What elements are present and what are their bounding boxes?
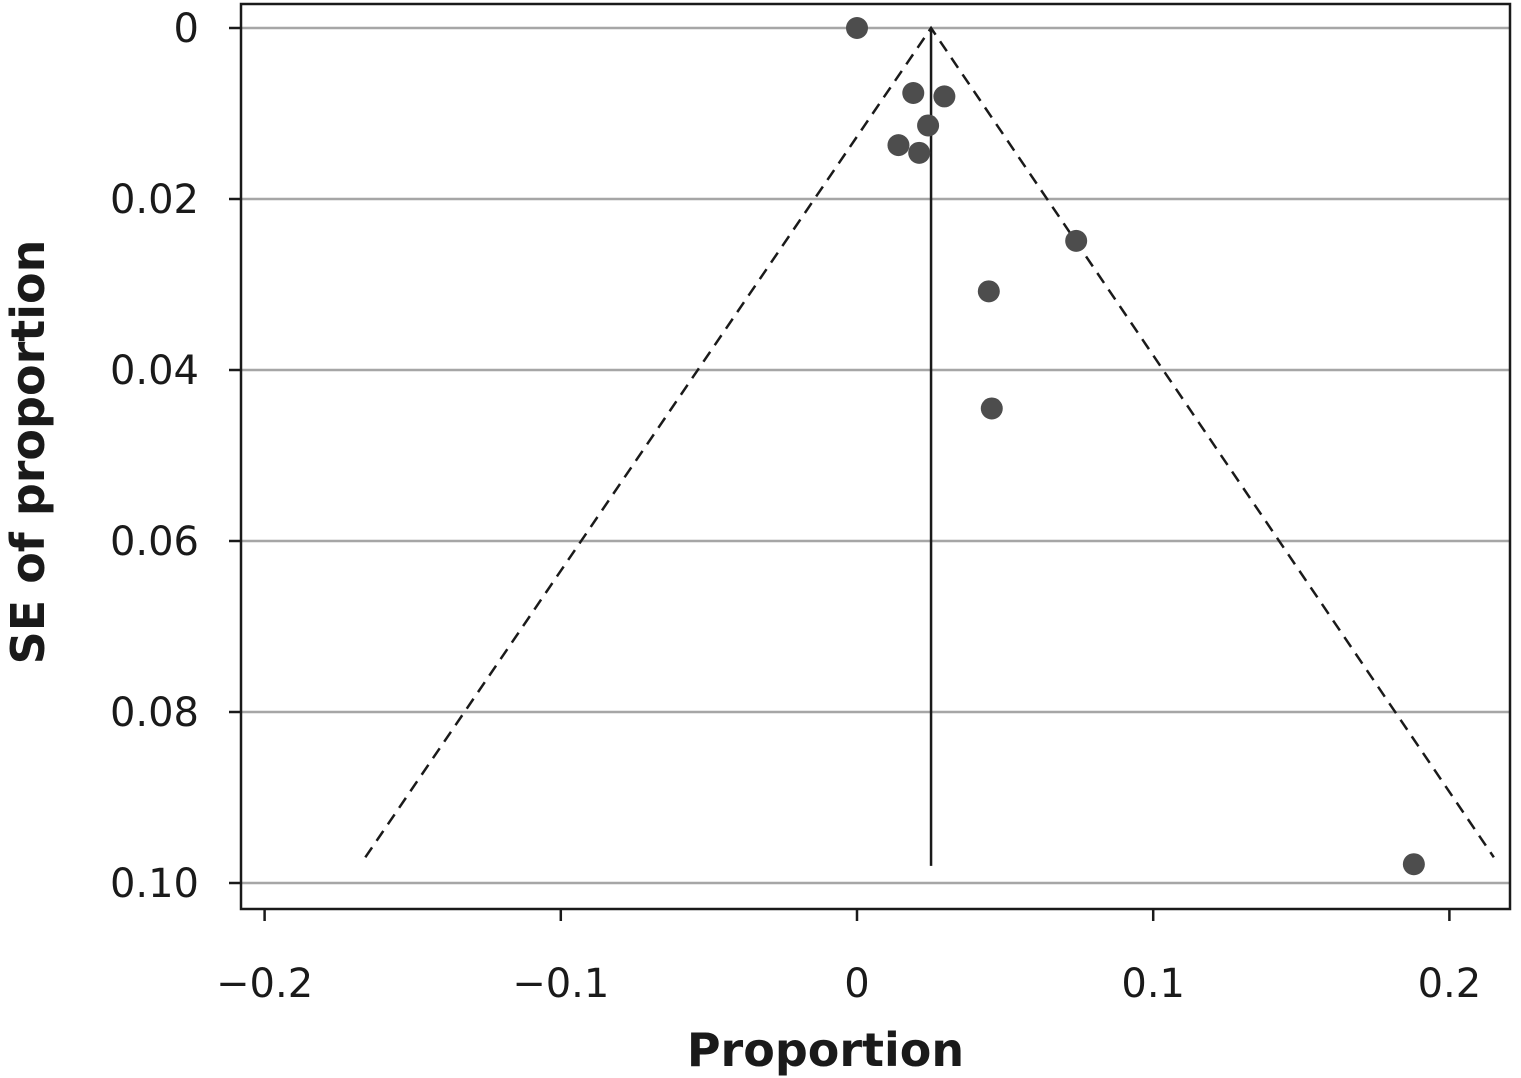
data-point-2 — [933, 85, 956, 108]
y-tick-label-1: 0.02 — [110, 177, 199, 223]
data-point-5 — [908, 141, 931, 164]
gridlines — [241, 26, 1510, 885]
y-tick-label-5: 0.10 — [110, 861, 199, 907]
data-point-1 — [902, 81, 925, 104]
x-tick-label-3: 0.1 — [1121, 961, 1185, 1007]
data-point-6 — [1065, 229, 1088, 252]
x-tick-label-2: 0 — [844, 961, 869, 1007]
x-tick-label-1: −0.1 — [512, 961, 609, 1007]
data-points — [846, 17, 1425, 876]
y-axis-ticks: 0 0.02 0.04 0.06 0.08 0.10 — [110, 6, 241, 907]
data-point-8 — [980, 397, 1003, 420]
x-axis-ticks: −0.2 −0.1 0 0.1 0.2 — [216, 909, 1481, 1007]
data-point-4 — [887, 134, 910, 157]
x-tick-label-0: −0.2 — [216, 961, 313, 1007]
data-point-9 — [1402, 853, 1425, 876]
data-point-3 — [917, 114, 940, 137]
x-axis-title: Proportion — [687, 1023, 964, 1077]
data-point-0 — [846, 17, 868, 39]
y-tick-label-4: 0.08 — [110, 690, 199, 736]
y-tick-label-2: 0.04 — [110, 348, 199, 394]
data-point-7 — [977, 280, 1000, 303]
x-tick-label-4: 0.2 — [1418, 961, 1482, 1007]
plot-frame — [239, 2, 1512, 911]
y-axis-title: SE of proportion — [1, 240, 55, 665]
y-tick-label-0: 0 — [174, 6, 199, 52]
y-tick-label-3: 0.06 — [110, 519, 199, 565]
